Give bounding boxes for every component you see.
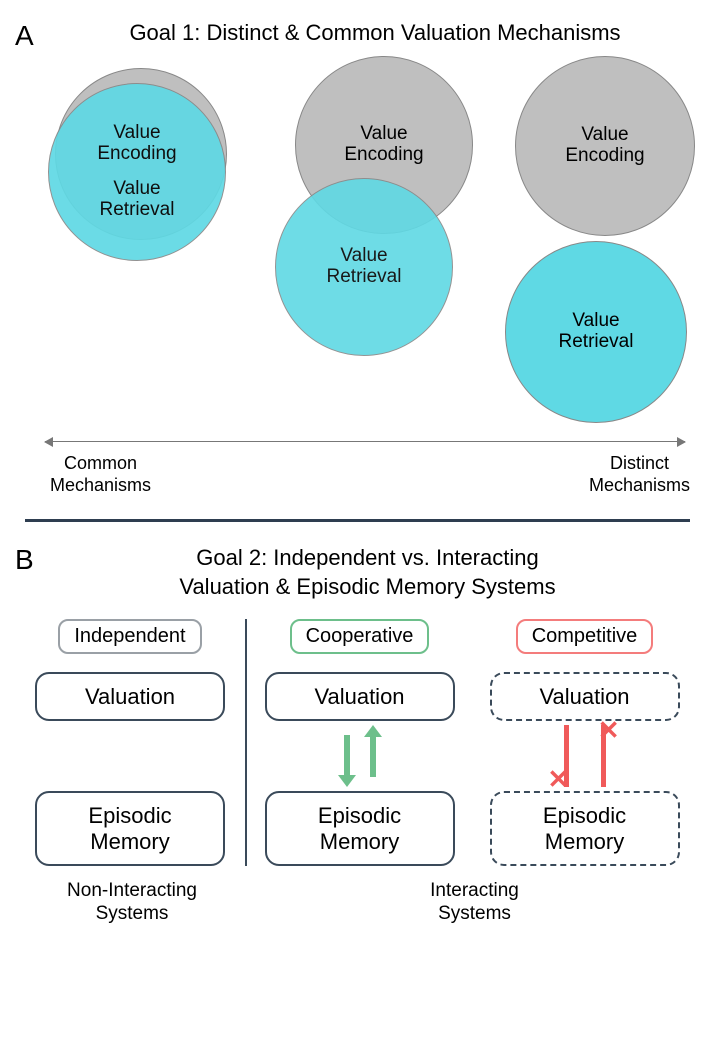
tag-competitive: Competitive (516, 619, 654, 654)
panel-a-label: A (15, 20, 34, 52)
panel-a-title: Goal 1: Distinct & Common Valuation Mech… (50, 20, 700, 46)
arrow-down-icon (344, 727, 350, 785)
axis-line (45, 441, 685, 442)
panel-a: A Goal 1: Distinct & Common Valuation Me… (15, 20, 700, 501)
venn-circle: ValueEncodingValueRetrieval (48, 83, 226, 261)
box-episodic-mid: EpisodicMemory (265, 791, 455, 866)
gap-left (15, 721, 245, 791)
col-competitive: Competitive Valuation ✕ ✕ EpisodicMemory (472, 619, 697, 866)
bottom-labels: Non-InteractingSystems InteractingSystem… (15, 866, 700, 926)
panel-b-body: Independent Valuation EpisodicMemory Coo… (15, 619, 700, 866)
tag-independent: Independent (58, 619, 201, 654)
col-cooperative: Cooperative Valuation EpisodicMemory (247, 619, 472, 866)
box-valuation-mid: Valuation (265, 672, 455, 721)
competitive-arrows: ✕ ✕ (550, 721, 620, 791)
x-mark-icon: ✕ (548, 764, 570, 795)
axis-right-label: Distinct Mechanisms (589, 453, 690, 496)
venn-circle: ValueRetrieval (505, 241, 687, 423)
panel-b-title: Goal 2: Independent vs. Interacting Valu… (35, 544, 700, 601)
axis-left-label: Common Mechanisms (50, 453, 151, 496)
panel-divider (25, 519, 690, 522)
tag-cooperative: Cooperative (290, 619, 430, 654)
label-noninteracting: Non-InteractingSystems (15, 880, 249, 926)
x-mark-icon: ✕ (598, 715, 620, 746)
box-episodic-left: EpisodicMemory (35, 791, 225, 866)
label-interacting: InteractingSystems (249, 880, 700, 926)
cooperative-arrows (330, 721, 390, 791)
gap-mid (247, 721, 472, 791)
axis: Common Mechanisms Distinct Mechanisms (15, 431, 700, 501)
panel-b: B Goal 2: Independent vs. Interacting Va… (15, 544, 700, 926)
box-valuation-right: Valuation (490, 672, 680, 721)
box-episodic-right: EpisodicMemory (490, 791, 680, 866)
venn-circle: ValueRetrieval (275, 178, 453, 356)
col-independent: Independent Valuation EpisodicMemory (15, 619, 245, 866)
gap-right: ✕ ✕ (472, 721, 697, 791)
venn-diagram: ValueEncodingValueRetrievalValueEncoding… (15, 56, 700, 426)
box-valuation-left: Valuation (35, 672, 225, 721)
venn-circle: ValueEncoding (515, 56, 695, 236)
panel-b-label: B (15, 544, 34, 576)
arrow-up-icon (370, 727, 376, 785)
